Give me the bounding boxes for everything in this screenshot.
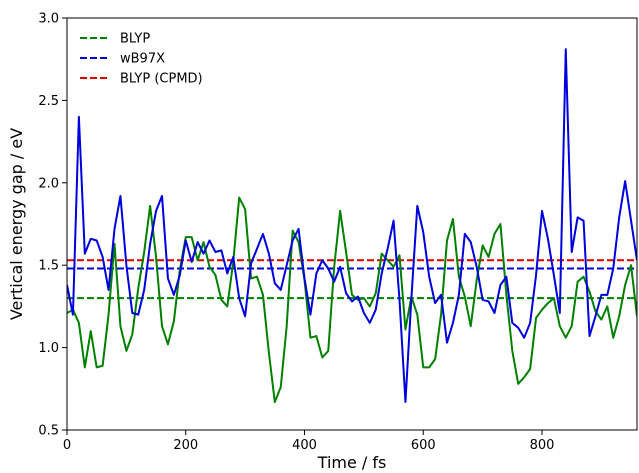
legend-label: BLYP (CPMD) — [120, 72, 203, 87]
y-tick-label: 2.5 — [38, 94, 59, 109]
series-line-wb97x — [67, 48, 637, 403]
y-tick-label: 1.0 — [38, 341, 59, 356]
y-tick-label: 3.0 — [38, 12, 59, 27]
x-axis-label: Time / fs — [317, 453, 387, 472]
x-tick-label: 800 — [530, 438, 555, 453]
ticks-layer: 0 200 400 600 800 0.5 1.0 1.5 2.0 2.5 3.0 — [38, 12, 554, 454]
series-line-blyp — [67, 196, 637, 403]
y-tick-label: 0.5 — [38, 424, 59, 439]
plot-frame — [66, 17, 638, 431]
series-layer — [67, 48, 637, 403]
y-tick-label: 1.5 — [38, 259, 59, 274]
x-tick-label: 600 — [411, 438, 436, 453]
legend: BLYP wB97X BLYP (CPMD) — [80, 32, 203, 87]
x-tick-label: 0 — [63, 438, 71, 453]
legend-label: BLYP — [120, 32, 150, 47]
x-tick-label: 200 — [173, 438, 198, 453]
legend-label: wB97X — [120, 52, 165, 67]
y-tick-label: 2.0 — [38, 176, 59, 191]
x-tick-label: 400 — [292, 438, 317, 453]
y-axis-label: Vertical energy gap / eV — [7, 128, 26, 320]
